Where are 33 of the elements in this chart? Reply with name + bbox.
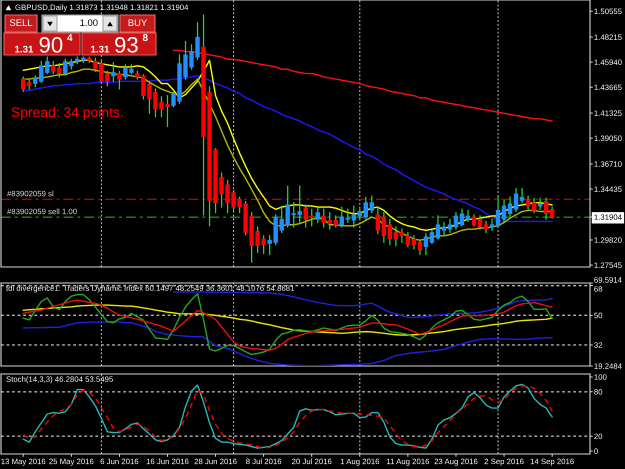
candlestick <box>316 208 320 224</box>
candlestick <box>454 212 458 230</box>
annotation: 8 <box>142 34 148 42</box>
annotation: 1.31 <box>91 46 110 53</box>
line-series <box>172 291 553 318</box>
candlestick <box>472 214 476 226</box>
line-series <box>22 304 553 336</box>
candlestick <box>183 40 188 80</box>
candlestick <box>490 218 494 231</box>
candlestick <box>460 208 464 226</box>
candlestick <box>171 92 176 108</box>
candlestick <box>189 44 194 70</box>
candlestick <box>478 215 482 230</box>
candlestick <box>153 88 158 118</box>
candlestick <box>117 70 122 90</box>
annotation: 93 <box>115 36 138 53</box>
annotation: 1.31 <box>15 46 34 53</box>
annotation: 90 <box>40 36 62 53</box>
line-series <box>22 321 553 366</box>
candlestick <box>195 22 200 60</box>
annotation: 4 <box>67 34 73 41</box>
candlestick <box>448 218 452 234</box>
candlestick <box>111 62 116 82</box>
candlestick <box>484 220 488 234</box>
candlestick <box>165 95 170 128</box>
annotation: SELL <box>10 19 32 26</box>
candlestick <box>538 198 542 210</box>
annotation: 1.00 <box>80 19 98 26</box>
annotation: Spread: 34 points. <box>12 106 122 120</box>
line-series <box>22 293 553 356</box>
candlestick <box>466 210 470 222</box>
line-series <box>22 299 553 351</box>
annotation: BUY <box>128 19 147 26</box>
